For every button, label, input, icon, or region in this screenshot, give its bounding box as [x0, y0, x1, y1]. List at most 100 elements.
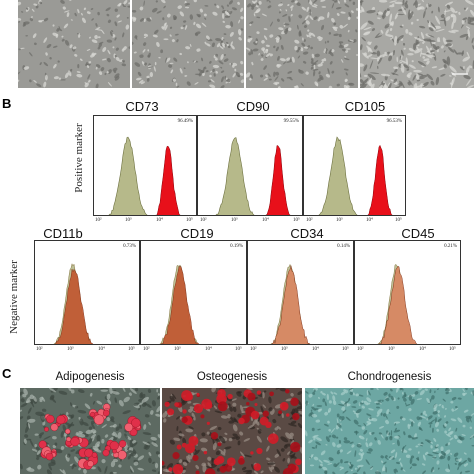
cell-shape [157, 434, 160, 439]
cell-shape [275, 82, 278, 86]
matrix-texture [363, 429, 368, 435]
lipid-droplet [124, 422, 134, 432]
cell-shape [332, 26, 338, 32]
cell-shape [187, 401, 192, 404]
cell-shape [92, 445, 99, 451]
matrix-texture [387, 431, 389, 436]
cell-shape [302, 37, 304, 41]
cell-shape [306, 35, 309, 38]
cell-shape [228, 438, 233, 442]
cell-shape [216, 5, 220, 9]
cell-shape [240, 79, 244, 83]
cell-shape [148, 52, 151, 58]
matrix-texture [392, 442, 395, 445]
cell-shape [425, 33, 431, 37]
matrix-texture [410, 421, 414, 427]
cell-shape [403, 47, 406, 50]
calcium-nodule [290, 441, 301, 453]
matrix-texture [358, 452, 362, 456]
cell-shape [85, 61, 89, 66]
cell-shape [291, 56, 295, 63]
cell-shape [202, 72, 205, 77]
cell-shape [195, 33, 199, 37]
cell-shape [20, 463, 23, 470]
matrix-texture [454, 407, 459, 412]
cell-shape [380, 29, 384, 34]
microscopy-image-1 [18, 0, 130, 88]
tick-cd34-1e4: 10⁴ [312, 347, 319, 352]
microscopy-image-4 [360, 0, 474, 88]
matrix-texture [427, 415, 433, 420]
cell-shape [311, 53, 315, 59]
cell-shape [360, 44, 363, 51]
cell-shape [148, 421, 151, 426]
cell-shape [104, 465, 108, 474]
cell-shape [114, 76, 120, 81]
cell-shape [227, 45, 231, 49]
cell-shape [343, 68, 349, 71]
cell-shape [109, 31, 113, 37]
cell-shape [114, 21, 118, 27]
cell-shape [226, 41, 229, 44]
tick-cd105-1e2: 10² [306, 218, 313, 223]
cell-shape [351, 10, 354, 14]
cell-shape [420, 0, 424, 3]
matrix-texture [355, 408, 362, 414]
matrix-texture [432, 452, 439, 455]
histogram-cd11b: 0.73% [34, 240, 140, 345]
cell-shape [465, 35, 469, 41]
cell-shape [297, 422, 302, 429]
cell-shape [274, 427, 279, 431]
cell-shape [206, 43, 211, 47]
cell-shape [156, 10, 162, 14]
matrix-texture [369, 432, 372, 436]
cell-shape [408, 79, 413, 86]
cell-shape [150, 410, 154, 415]
matrix-texture [432, 456, 437, 459]
matrix-texture [465, 417, 470, 423]
percent-cd19: 0.19% [230, 244, 243, 249]
cell-shape [49, 56, 52, 60]
cell-shape [398, 82, 402, 87]
matrix-texture [378, 432, 383, 435]
percent-cd45: 0.21% [444, 244, 457, 249]
cell-shape [204, 41, 207, 45]
cell-shape [115, 47, 119, 51]
cell-shape [220, 70, 225, 73]
cell-shape [266, 0, 269, 2]
cell-shape [209, 425, 218, 431]
cell-shape [385, 29, 389, 35]
cell-shape [74, 456, 80, 464]
lipid-droplet [131, 418, 141, 428]
matrix-texture [354, 467, 357, 470]
matrix-texture [385, 419, 390, 425]
lipid-droplet [87, 460, 94, 468]
cell-shape [162, 17, 165, 21]
cell-shape [371, 7, 375, 11]
cell-shape [355, 8, 358, 11]
matrix-texture [340, 459, 343, 464]
matrix-texture [445, 391, 449, 395]
cell-shape [418, 74, 428, 80]
cell-shape [33, 42, 37, 46]
cell-shape [466, 78, 472, 87]
cell-shape [124, 433, 128, 439]
cell-shape [114, 37, 117, 41]
matrix-texture [351, 444, 355, 448]
matrix-texture [315, 441, 321, 446]
cell-shape [318, 71, 321, 75]
cell-shape [85, 429, 93, 435]
cell-shape [305, 20, 310, 25]
calcium-nodule [227, 393, 233, 400]
cell-shape [433, 53, 437, 61]
cell-shape [251, 61, 254, 66]
cell-shape [211, 42, 215, 48]
cell-shape [185, 46, 191, 50]
cell-shape [77, 389, 85, 394]
cell-shape [23, 21, 30, 25]
cell-shape [428, 24, 436, 31]
matrix-texture [328, 457, 334, 461]
cell-shape [148, 457, 152, 464]
cell-shape [122, 388, 126, 392]
cell-shape [303, 60, 307, 64]
